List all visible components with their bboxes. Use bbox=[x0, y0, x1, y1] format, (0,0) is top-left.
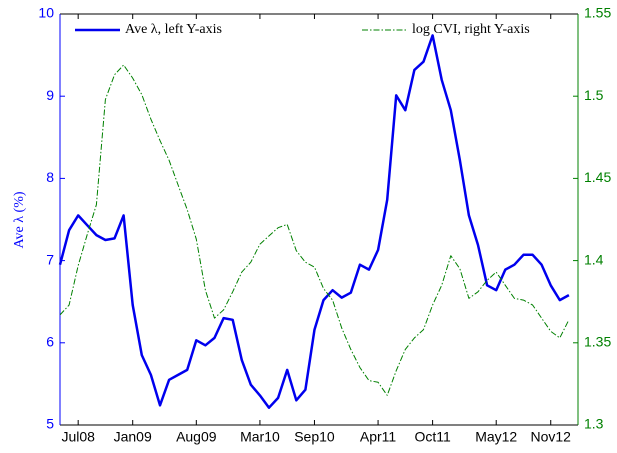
y2-tick-label: 1.5 bbox=[584, 87, 604, 103]
legend-label: Ave λ, left Y-axis bbox=[125, 22, 222, 37]
y-axis-label: Ave λ (%) bbox=[12, 191, 27, 248]
x-tick-label: May12 bbox=[475, 429, 517, 445]
y-tick-label: 10 bbox=[38, 5, 54, 21]
x-tick-label: Sep10 bbox=[294, 429, 335, 445]
plot-area bbox=[60, 14, 578, 425]
x-tick-label: Apr11 bbox=[360, 429, 397, 445]
y-tick-label: 9 bbox=[46, 87, 54, 103]
x-tick-label: Mar10 bbox=[240, 429, 280, 445]
x-tick-label: Jan09 bbox=[114, 429, 152, 445]
y2-tick-label: 1.35 bbox=[584, 334, 611, 350]
y2-tick-label: 1.4 bbox=[584, 251, 604, 267]
x-tick-label: Jul08 bbox=[61, 429, 95, 445]
legend-label: log CVI, right Y-axis bbox=[412, 22, 530, 37]
y2-tick-label: 1.45 bbox=[584, 169, 611, 185]
y2-tick-label: 1.3 bbox=[584, 416, 604, 432]
x-tick-label: Aug09 bbox=[176, 429, 217, 445]
y-tick-label: 7 bbox=[46, 251, 54, 267]
x-tick-label: Oct11 bbox=[414, 429, 451, 445]
y-tick-label: 5 bbox=[46, 416, 54, 432]
y-tick-label: 8 bbox=[46, 169, 54, 185]
series-line bbox=[59, 64, 570, 396]
series-line bbox=[58, 34, 570, 409]
y-tick-label: 6 bbox=[46, 334, 54, 350]
y2-tick-label: 1.55 bbox=[584, 5, 611, 21]
x-tick-label: Nov12 bbox=[531, 429, 572, 445]
